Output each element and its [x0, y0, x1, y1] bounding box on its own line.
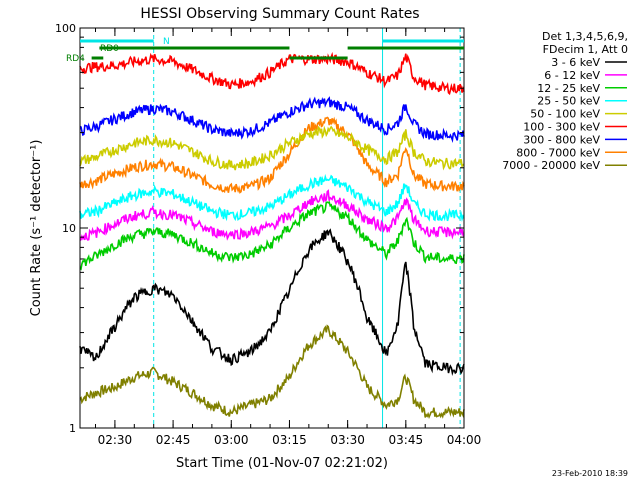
legend-label: 100 - 300 keV — [523, 121, 600, 134]
legend-label: 25 - 50 keV — [537, 95, 600, 108]
series-line — [79, 51, 465, 96]
x-tick-label: 03:15 — [272, 433, 307, 447]
series-line — [79, 201, 465, 271]
rd0-marker-label: RD0 — [100, 44, 119, 54]
plot-frame — [79, 27, 465, 429]
n-marker-label: N — [163, 37, 170, 47]
legend-header-line-1: Det 1,3,4,5,6,9, — [542, 30, 628, 43]
series-line — [79, 116, 465, 194]
plot-area — [79, 28, 465, 428]
chart-title: HESSI Observing Summary Count Rates — [140, 6, 419, 22]
state-markers: N RD0 RD4 — [66, 37, 464, 64]
y-tick-label: 1 — [69, 422, 76, 435]
x-axis-label: Start Time (01-Nov-07 02:21:02) — [176, 456, 388, 471]
series-line — [79, 228, 465, 377]
x-tick-label: 03:30 — [330, 433, 365, 447]
y-tick-label: 100 — [55, 22, 76, 35]
x-tick-label: 03:00 — [214, 433, 249, 447]
rd4-marker-label: RD4 — [66, 54, 85, 64]
x-tick-label: 02:30 — [98, 433, 133, 447]
series-line — [79, 96, 465, 143]
x-tick-label: 03:45 — [389, 433, 424, 447]
legend-label: 50 - 100 keV — [530, 108, 600, 121]
legend-label: 7000 - 20000 keV — [502, 159, 600, 172]
legend-label: 12 - 25 keV — [537, 82, 600, 95]
legend-label: 300 - 800 keV — [523, 133, 600, 146]
legend-label: 800 - 7000 keV — [516, 146, 600, 159]
x-tick-label: 02:45 — [156, 433, 191, 447]
legend-header-line-2: FDecim 1, Att 0 — [543, 43, 628, 56]
legend-label: 3 - 6 keV — [551, 56, 600, 69]
x-tick-label: 04:00 — [447, 433, 482, 447]
series-line — [79, 125, 465, 171]
footer-date: 23-Feb-2010 18:39 — [552, 469, 628, 478]
series-line — [79, 189, 465, 242]
y-axis-label: Count Rate (s⁻¹ detector⁻¹) — [29, 140, 44, 317]
series-line — [79, 173, 465, 223]
series-line — [79, 324, 465, 420]
legend-label: 6 - 12 keV — [544, 69, 600, 82]
y-tick-label: 10 — [62, 222, 76, 235]
axes: 1 10 100 02:30 02:45 03:00 03:15 03:30 03:45 04:0… — [55, 22, 481, 447]
